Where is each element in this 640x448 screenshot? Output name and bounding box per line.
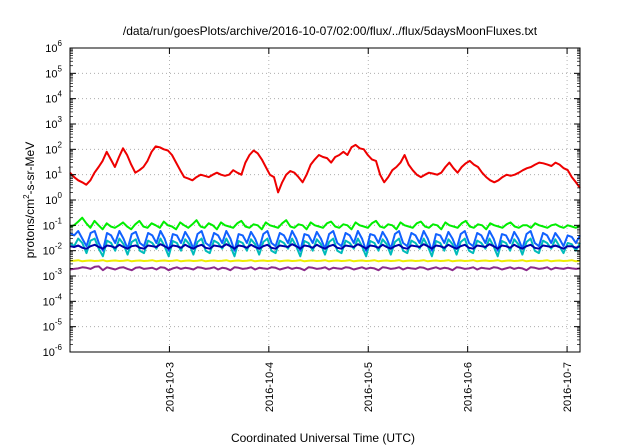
- y-tick-labels: 10-6 10-5 10-4 10-3 10-2 10-1 100 101 102 103 104 1…: [43, 39, 63, 359]
- x-tick-label: 2016-10-5: [363, 362, 375, 412]
- y-tick-label: 101: [45, 166, 62, 182]
- y-tick-label: 104: [45, 90, 62, 106]
- chart-title: /data/run/goesPlots/archive/2016-10-07/0…: [123, 24, 538, 38]
- y-tick-label: 106: [45, 39, 62, 55]
- series-line-1: [69, 216, 581, 231]
- x-axis-label: Coordinated Universal Time (UTC): [231, 431, 415, 445]
- y-tick-label: 10-2: [43, 242, 63, 258]
- axis-ticks: [70, 47, 580, 353]
- y-tick-label: 100: [45, 191, 62, 207]
- series-group: [69, 143, 581, 272]
- x-tick-label: 2016-10-4: [264, 362, 276, 412]
- y-axis-label-part1: protons/cm: [23, 199, 37, 258]
- x-tick-label: 2016-10-7: [562, 362, 574, 412]
- y-tick-label: 10-3: [43, 267, 63, 283]
- y-tick-label: 102: [45, 140, 62, 156]
- y-tick-label: 105: [45, 64, 62, 80]
- y-tick-label: 10-6: [43, 343, 63, 359]
- x-tick-label: 2016-10-3: [164, 362, 176, 412]
- series-line-5: [70, 259, 581, 263]
- y-axis-label-part2: -s-sr-MeV: [23, 142, 37, 195]
- y-tick-label: 103: [45, 115, 62, 131]
- series-line-0: [69, 143, 581, 194]
- y-axis-label: protons/cm2-s-sr-MeV: [22, 142, 37, 258]
- x-tick-label: 2016-10-6: [463, 362, 475, 412]
- y-axis-label-sup: 2: [22, 194, 31, 199]
- series-line-6: [69, 265, 581, 272]
- series-line-4: [69, 243, 581, 250]
- grid-lines: [70, 48, 580, 352]
- y-tick-label: 10-5: [43, 318, 63, 334]
- y-tick-label: 10-4: [43, 292, 63, 308]
- y-tick-label: 10-1: [43, 216, 63, 232]
- x-tick-labels: 2016-10-3 2016-10-4 2016-10-5 2016-10-6 2016…: [164, 362, 574, 412]
